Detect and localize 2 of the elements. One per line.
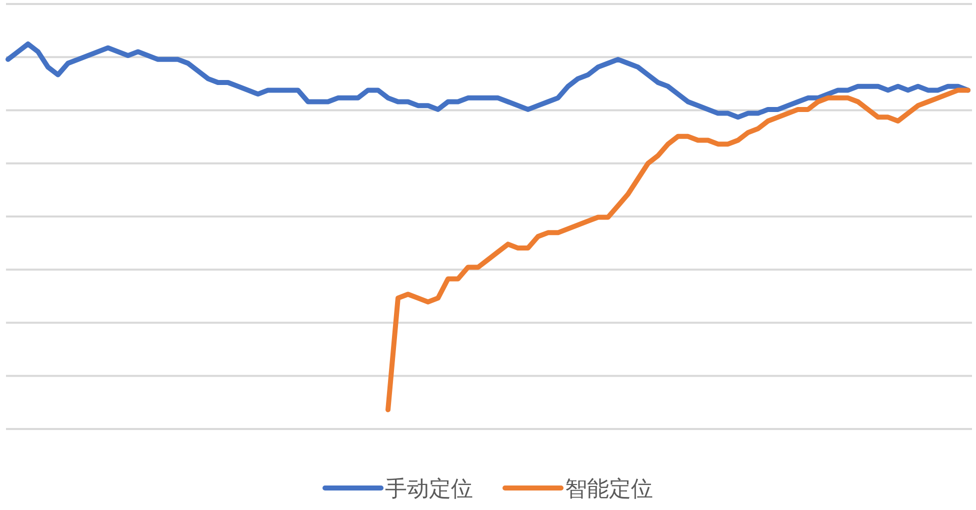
legend-label: 手动定位 bbox=[385, 477, 473, 502]
legend-label: 智能定位 bbox=[565, 477, 653, 502]
